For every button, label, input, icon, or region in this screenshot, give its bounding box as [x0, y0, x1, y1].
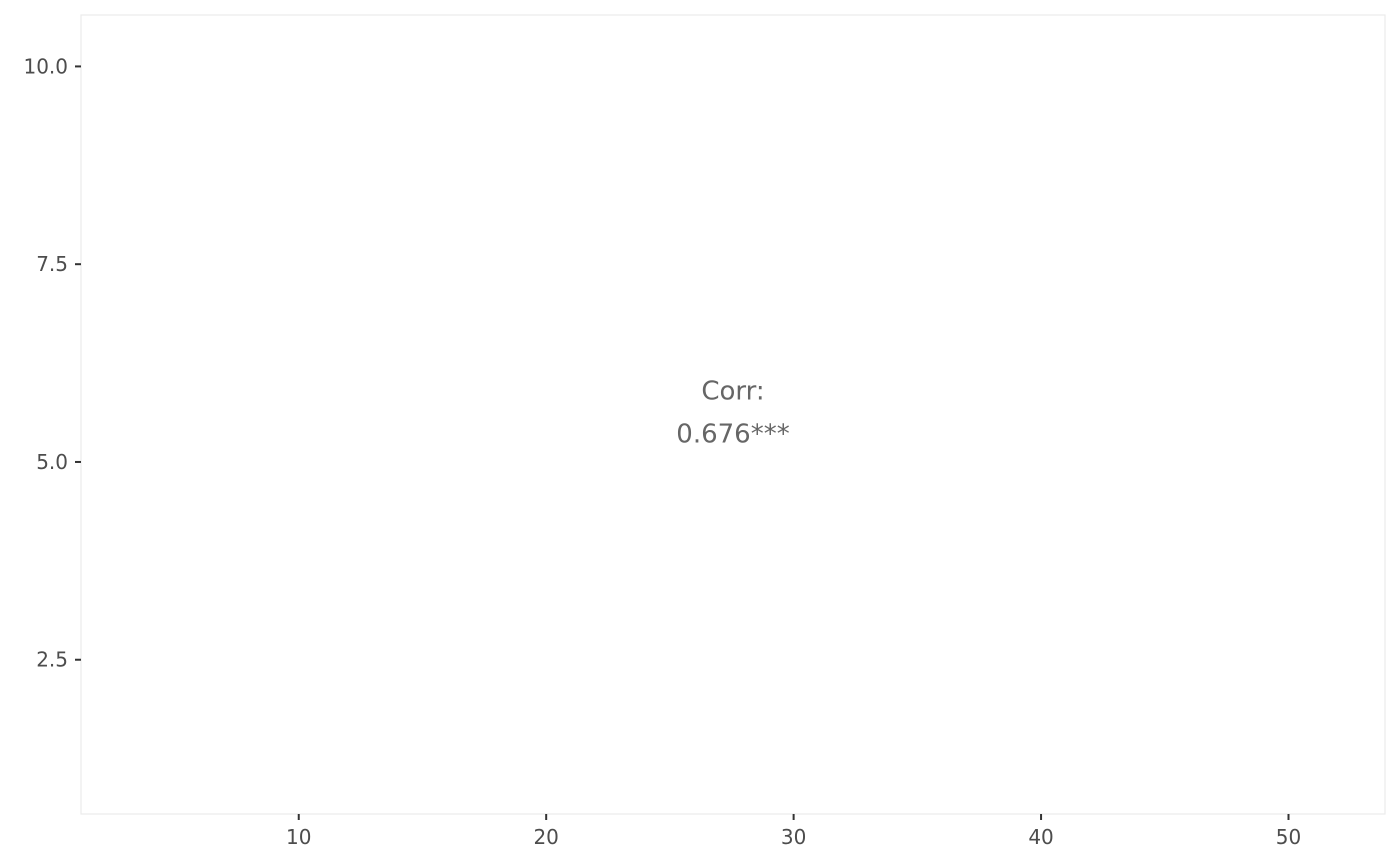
x-tick-label: 20 — [533, 825, 558, 849]
x-tick-label: 50 — [1276, 825, 1301, 849]
y-tick-label: 10.0 — [23, 54, 68, 78]
x-tick-label: 30 — [781, 825, 806, 849]
y-tick-label: 2.5 — [36, 648, 68, 672]
x-tick-label: 40 — [1028, 825, 1053, 849]
correlation-label: Corr: — [701, 377, 764, 407]
y-tick-label: 5.0 — [36, 450, 68, 474]
y-tick-label: 7.5 — [36, 252, 68, 276]
correlation-value: 0.676*** — [676, 420, 789, 450]
x-tick-label: 10 — [286, 825, 311, 849]
